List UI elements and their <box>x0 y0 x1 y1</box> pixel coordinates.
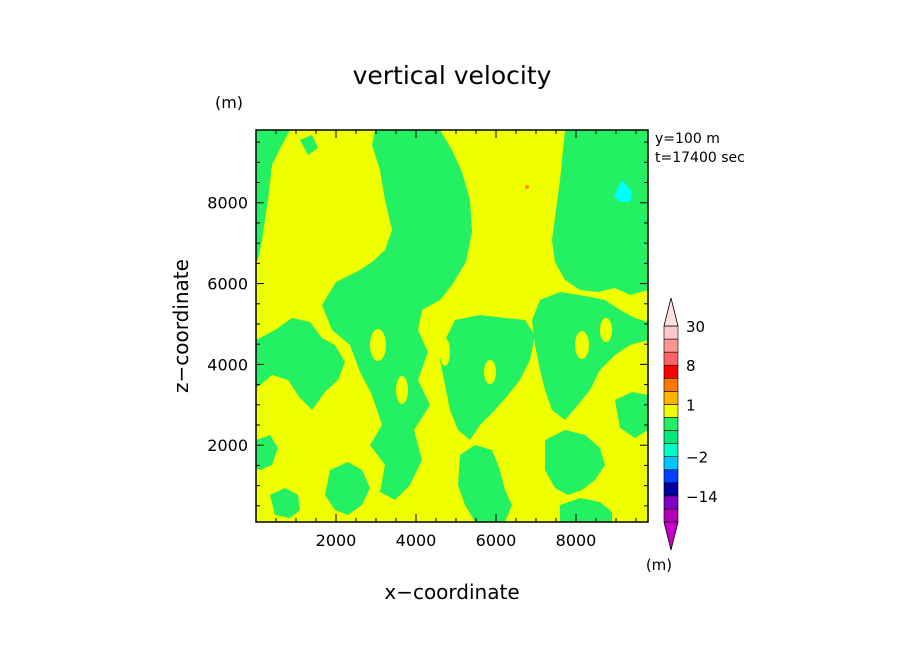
colorbar-label: 1 <box>686 396 696 414</box>
colorbar-extend-max <box>663 297 679 327</box>
contour-region <box>256 130 290 260</box>
contour-region <box>370 329 386 361</box>
contour-region <box>484 360 496 384</box>
contour-region <box>500 456 510 480</box>
contour-region <box>256 435 278 470</box>
colorbar-segment <box>663 417 679 431</box>
colorbar-segment <box>663 430 679 444</box>
x-tick-label: 8000 <box>556 531 597 550</box>
contour-region <box>532 292 648 420</box>
colorbar-segment <box>663 338 679 353</box>
y-axis-unit: (m) <box>215 93 243 112</box>
contour-region <box>545 430 605 495</box>
colorbar-segment <box>663 391 679 405</box>
x-tick-label: 4000 <box>396 531 437 550</box>
annotation-y: y=100 m <box>655 131 720 147</box>
colorbar-segment <box>663 364 679 379</box>
colorbar-label: −14 <box>686 488 718 506</box>
y-tick-label: 6000 <box>207 275 248 294</box>
colorbar-segment <box>663 456 679 471</box>
axes: 2000 4000 6000 8000 2000 4000 6000 8000 <box>207 130 648 550</box>
contour-region <box>270 488 300 518</box>
colorbar-segment <box>663 469 679 484</box>
colorbar-segment <box>663 325 679 340</box>
annotation-t: t=17400 sec <box>655 150 745 166</box>
colorbar-segment <box>663 351 679 366</box>
contour-region <box>440 338 450 366</box>
contour-region <box>256 318 345 410</box>
contour-region <box>575 331 589 359</box>
x-axis-label: x−coordinate <box>384 580 519 604</box>
contour-region <box>600 318 612 342</box>
colorbar-segment <box>663 508 679 523</box>
strong-positive-region <box>525 185 529 189</box>
plot-area <box>255 129 649 523</box>
y-tick-label: 4000 <box>207 355 248 374</box>
contour-region <box>300 135 318 155</box>
contour-region <box>325 462 370 515</box>
y-tick-label: 2000 <box>207 436 248 455</box>
plot-frame <box>255 129 649 523</box>
colorbar-segment <box>663 482 679 497</box>
colorbar-segment <box>663 495 679 510</box>
colorbar-label: −2 <box>686 449 708 467</box>
colorbar-unit: (m) <box>646 556 672 574</box>
colorbar-segment <box>663 443 679 457</box>
contour-region <box>560 498 612 522</box>
colorbar-segment <box>663 404 679 418</box>
colorbar-extend-min <box>663 521 679 551</box>
contour-region <box>458 445 512 522</box>
colorbar-label: 30 <box>686 318 705 336</box>
contour-region <box>552 130 648 295</box>
x-tick-label: 2000 <box>316 531 357 550</box>
negative-velocity-region <box>256 130 648 522</box>
contour-region <box>322 130 472 500</box>
colorbar-segment <box>663 377 679 392</box>
x-tick-label: 6000 <box>476 531 517 550</box>
contour-region <box>396 376 408 404</box>
chart-title: vertical velocity <box>353 61 552 90</box>
y-axis-label: z−coordinate <box>169 259 193 393</box>
y-tick-label: 8000 <box>207 194 248 213</box>
contour-region <box>615 392 648 438</box>
colorbar-label: 8 <box>686 357 696 375</box>
colorbar: 30 8 1 −2 −14 (m) <box>646 297 718 574</box>
strong-negative-region <box>614 180 632 202</box>
positive-velocity-region <box>370 318 612 480</box>
